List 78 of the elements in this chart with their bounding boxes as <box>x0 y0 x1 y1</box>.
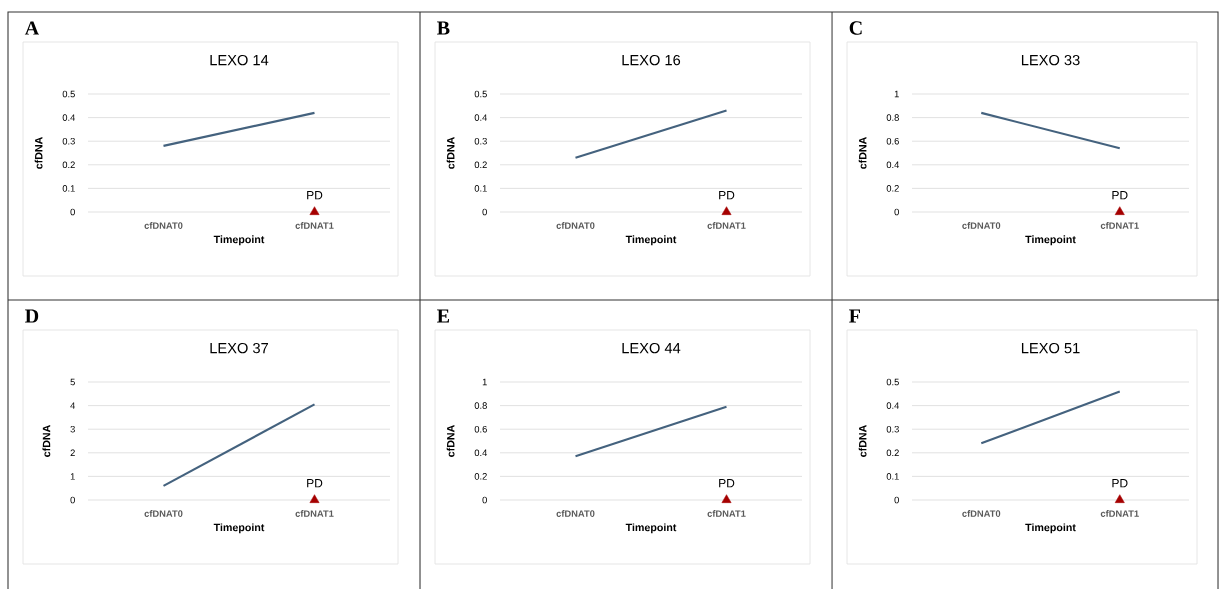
y-axis-title: cfDNA <box>858 424 867 457</box>
y-tick-label: 0.2 <box>886 449 899 457</box>
y-tick-label: 0.4 <box>886 402 900 409</box>
x-tick-label: cfDNAT0 <box>962 222 1001 229</box>
y-tick-label: 0.6 <box>474 425 487 433</box>
y-tick-label: 0.2 <box>62 161 75 169</box>
y-axis-title: cfDNA <box>446 136 455 169</box>
y-tick-label: 0.1 <box>886 473 899 480</box>
annotation: PD <box>719 191 735 200</box>
x-axis-title: Timepoint <box>1025 235 1076 246</box>
chart-title: LEXO 16 <box>622 54 681 66</box>
x-tick-label: cfDNAT0 <box>962 510 1001 517</box>
y-tick-label: 0 <box>482 496 487 504</box>
y-tick-label: 0.5 <box>474 90 487 98</box>
x-tick-label: cfDNAT1 <box>707 510 746 517</box>
annotation: PD <box>1112 479 1128 488</box>
x-tick-label: cfDNAT0 <box>144 510 183 517</box>
y-tick-label: 1 <box>894 90 899 98</box>
x-axis-title: Timepoint <box>213 235 265 246</box>
y-tick-label: 0 <box>894 496 899 504</box>
x-axis-title: Timepoint <box>1025 523 1076 534</box>
y-tick-label: 2 <box>70 449 75 457</box>
y-tick-label: 3 <box>70 425 75 433</box>
y-tick-label: 0.4 <box>474 114 488 121</box>
x-tick-label: cfDNAT1 <box>295 222 334 229</box>
text: D <box>25 309 39 323</box>
y-axis-title: cfDNA <box>34 136 43 169</box>
y-tick-label: 0.3 <box>886 425 899 433</box>
y-axis-title: cfDNA <box>858 136 867 169</box>
y-tick-label: 0.4 <box>886 161 900 169</box>
x-tick-label: cfDNAT1 <box>295 510 334 517</box>
chart-title: LEXO 44 <box>622 342 681 354</box>
x-tick-label: cfDNAT1 <box>1100 510 1139 517</box>
y-tick-label: 0 <box>894 208 899 216</box>
y-axis-title: cfDNA <box>42 424 51 457</box>
y-tick-label: 0.3 <box>474 137 487 145</box>
y-axis-title: cfDNA <box>446 424 455 457</box>
y-tick-label: 0.4 <box>62 114 76 121</box>
annotation: PD <box>1112 191 1128 200</box>
y-tick-label: 0.6 <box>886 137 899 145</box>
y-tick-label: 0.2 <box>474 161 487 169</box>
x-axis-title: Timepoint <box>625 523 677 534</box>
y-tick-label: 0.2 <box>474 473 487 480</box>
y-tick-label: 0 <box>70 496 75 504</box>
annotation: PD <box>307 479 323 488</box>
y-tick-label: 5 <box>70 378 75 386</box>
annotation: PD <box>719 479 735 488</box>
text: B <box>437 21 450 35</box>
chart-title: LEXO 33 <box>1021 54 1080 66</box>
text: E <box>437 309 450 323</box>
y-tick-label: 0.2 <box>886 185 899 192</box>
y-tick-label: 1 <box>70 473 75 480</box>
text: F <box>849 309 860 323</box>
y-tick-label: 0.4 <box>474 449 488 457</box>
chart-title: LEXO 51 <box>1021 342 1080 354</box>
x-axis-title: Timepoint <box>213 523 265 534</box>
y-tick-label: 0 <box>482 208 487 216</box>
y-tick-label: 0.5 <box>62 90 75 98</box>
text: C <box>849 21 862 35</box>
y-tick-label: 0.1 <box>474 185 487 192</box>
x-tick-label: cfDNAT0 <box>556 510 595 517</box>
x-tick-label: cfDNAT1 <box>1100 222 1139 229</box>
x-axis-title: Timepoint <box>625 235 677 246</box>
y-tick-label: 1 <box>482 378 487 386</box>
y-tick-label: 0.5 <box>886 378 899 386</box>
y-tick-label: 0.3 <box>62 137 75 145</box>
y-tick-label: 0.1 <box>62 185 75 192</box>
x-tick-label: cfDNAT0 <box>556 222 595 229</box>
annotation: PD <box>307 191 323 200</box>
x-tick-label: cfDNAT1 <box>707 222 746 229</box>
x-tick-label: cfDNAT0 <box>144 222 183 229</box>
y-tick-label: 4 <box>70 402 76 409</box>
chart-title: LEXO 14 <box>210 54 269 66</box>
y-tick-label: 0.8 <box>474 402 487 409</box>
chart-title: LEXO 37 <box>210 342 269 354</box>
y-tick-label: 0.8 <box>886 114 899 121</box>
text: A <box>24 21 39 35</box>
y-tick-label: 0 <box>70 208 75 216</box>
